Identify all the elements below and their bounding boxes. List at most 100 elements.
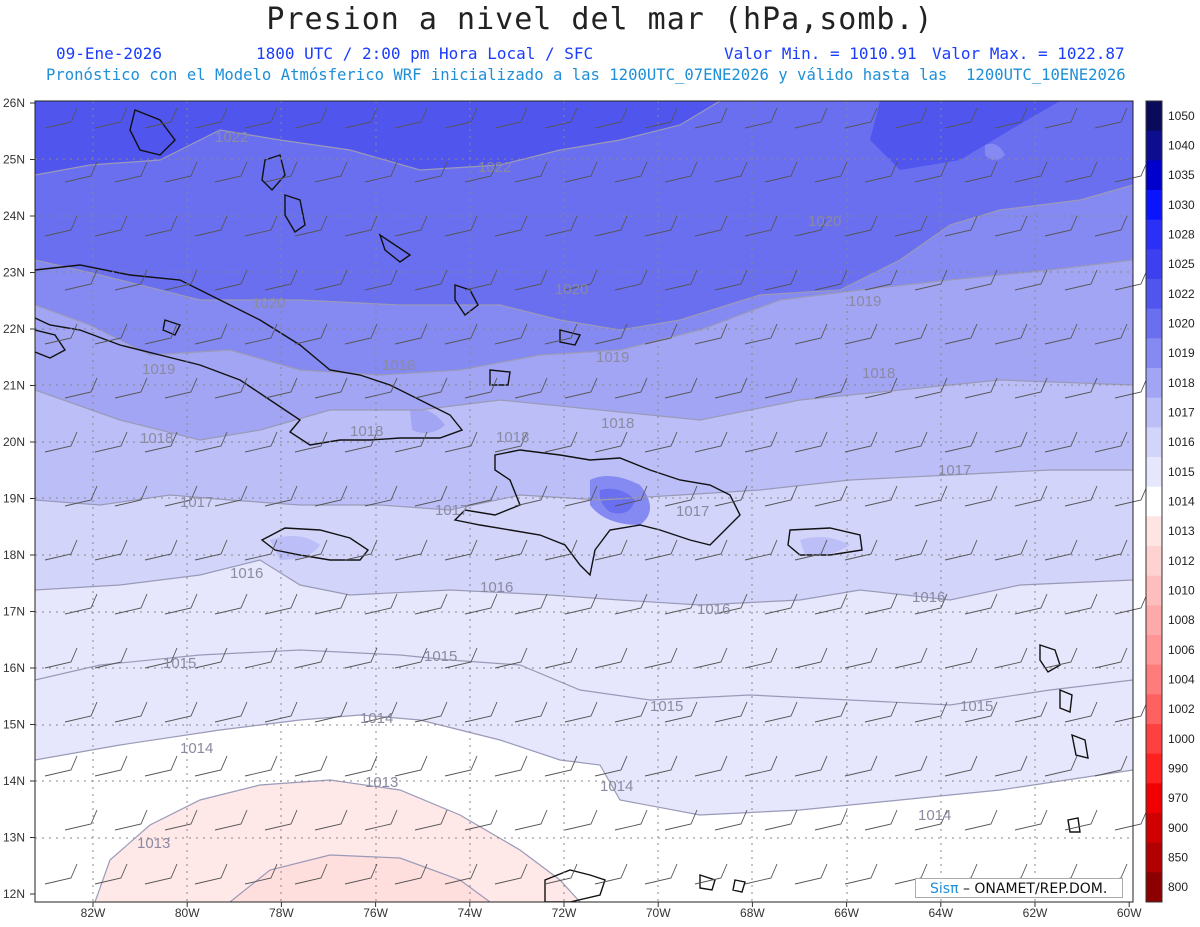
wind-barb xyxy=(464,809,498,831)
contour-label: 1013 xyxy=(137,835,170,852)
wind-barb xyxy=(944,215,978,237)
wind-barb xyxy=(264,377,298,399)
wind-barb xyxy=(594,539,628,561)
lat-label: 19N xyxy=(3,492,25,506)
colorbar-swatch xyxy=(1146,219,1162,250)
wind-barb xyxy=(244,647,278,669)
wind-barb xyxy=(864,377,898,399)
wind-barb xyxy=(814,269,848,291)
wind-barb xyxy=(494,539,528,561)
wind-barb xyxy=(64,377,98,399)
wind-barb xyxy=(694,107,728,129)
wind-barb xyxy=(1094,431,1128,453)
contour-label: 1017 xyxy=(180,494,213,511)
colorbar-label: 800 xyxy=(1168,880,1188,894)
lon-axis: 82W 80W 78W 76W 74W 72W 70W 68W 66W 64W 62W 60W xyxy=(81,902,1142,920)
wind-barb xyxy=(694,215,728,237)
colorbar-label: 1017 xyxy=(1168,406,1195,420)
contour-label: 1013 xyxy=(365,774,398,791)
wind-barb xyxy=(944,431,978,453)
wind-barb xyxy=(144,755,178,777)
lon-label: 66W xyxy=(834,906,859,920)
contour-label: 1015 xyxy=(424,648,457,665)
wind-barb xyxy=(1114,593,1148,615)
wind-barb xyxy=(294,755,328,777)
wind-barb xyxy=(514,377,548,399)
wind-barb xyxy=(794,755,828,777)
wind-barb xyxy=(244,539,278,561)
wind-barb xyxy=(894,107,928,129)
lat-label: 14N xyxy=(3,774,25,788)
wind-barb xyxy=(494,323,528,345)
wind-barb xyxy=(964,485,998,507)
wind-barb xyxy=(844,107,878,129)
wind-barb xyxy=(194,215,228,237)
wind-barb xyxy=(244,323,278,345)
wind-barb xyxy=(564,809,598,831)
wind-barb xyxy=(764,161,798,183)
wind-barb xyxy=(914,701,948,723)
wind-barb xyxy=(264,161,298,183)
colorbar-swatch xyxy=(1146,813,1162,844)
colorbar-swatch xyxy=(1146,457,1162,488)
wind-barb xyxy=(194,539,228,561)
wind-barb xyxy=(64,161,98,183)
wind-barb xyxy=(1114,809,1148,831)
wind-barb xyxy=(44,755,78,777)
lon-label: 60W xyxy=(1117,906,1142,920)
wind-barb xyxy=(114,593,148,615)
lon-label: 72W xyxy=(552,906,577,920)
wind-barb xyxy=(94,323,128,345)
wind-barb xyxy=(1114,485,1148,507)
wind-barb xyxy=(214,377,248,399)
wind-barb xyxy=(214,701,248,723)
wind-barb xyxy=(1114,269,1148,291)
colorbar-swatch xyxy=(1146,160,1162,191)
wind-barb xyxy=(594,323,628,345)
colorbar-swatch xyxy=(1146,397,1162,428)
wind-barb xyxy=(844,863,878,885)
florida-coast xyxy=(129,109,176,156)
wind-barb xyxy=(544,215,578,237)
wind-barb xyxy=(444,647,478,669)
lon-label: 64W xyxy=(928,906,953,920)
contour-label: 1014 xyxy=(180,740,213,757)
colorbar-label: 1020 xyxy=(1168,317,1195,331)
wind-barb xyxy=(594,431,628,453)
contour-label: 1017 xyxy=(676,503,709,520)
contour-label: 1014 xyxy=(360,710,393,727)
wind-barb xyxy=(44,431,78,453)
wind-barb xyxy=(464,161,498,183)
band-1022 xyxy=(35,101,720,175)
band-1022-east xyxy=(870,101,1060,170)
wind-barb xyxy=(644,323,678,345)
wind-barb xyxy=(814,809,848,831)
wind-barb xyxy=(344,215,378,237)
wind-barb xyxy=(364,809,398,831)
wind-barb xyxy=(44,323,78,345)
contour-label: 1022 xyxy=(215,129,248,146)
wind-barb xyxy=(864,269,898,291)
wind-barb xyxy=(614,377,648,399)
wind-barb xyxy=(814,161,848,183)
wind-barb xyxy=(1014,269,1048,291)
contour-label: 1018 xyxy=(382,357,415,374)
wind-barb xyxy=(994,215,1028,237)
wind-barb xyxy=(114,161,148,183)
wind-barb xyxy=(864,593,898,615)
wind-barb xyxy=(214,485,248,507)
plot-frame xyxy=(34,100,1134,903)
colorbar-label: 1000 xyxy=(1168,732,1195,746)
wind-barb xyxy=(614,485,648,507)
wind-barb xyxy=(494,215,528,237)
wind-barb xyxy=(1094,323,1128,345)
contour-label: 1020 xyxy=(252,295,285,312)
wind-barb xyxy=(694,539,728,561)
wind-barb xyxy=(94,647,128,669)
cuba-west-coast xyxy=(35,329,67,359)
wind-barb xyxy=(244,215,278,237)
wind-barb xyxy=(544,539,578,561)
contour-label: 1017 xyxy=(435,502,468,519)
colorbar-label: 850 xyxy=(1168,851,1188,865)
wind-barb xyxy=(944,107,978,129)
